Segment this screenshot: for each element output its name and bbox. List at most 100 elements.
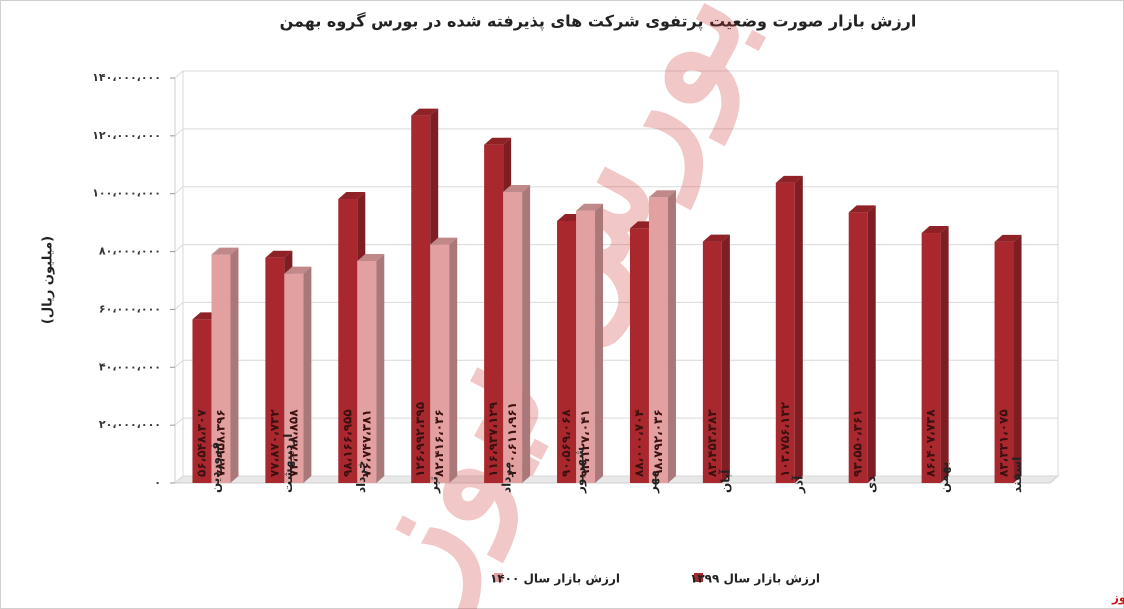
y-tick-label: ۱۰۰،۰۰۰،۰۰۰ xyxy=(92,187,161,200)
x-tick-label: دی xyxy=(864,476,878,493)
x-tick-label: فروردین xyxy=(208,442,223,493)
bar-top xyxy=(411,108,439,116)
bar-front xyxy=(503,191,523,483)
grid-line xyxy=(174,301,1058,310)
bar-front xyxy=(648,197,668,484)
bar-side xyxy=(940,226,949,483)
grid-line xyxy=(174,475,1058,484)
bar-side xyxy=(794,175,803,483)
bar-front xyxy=(284,273,304,483)
bar xyxy=(921,226,949,483)
x-tick-label: شهریور xyxy=(573,447,588,494)
x-tick-label: آبان xyxy=(717,469,732,493)
bar-front xyxy=(357,260,377,483)
bar-side xyxy=(230,247,239,483)
bar xyxy=(648,190,676,484)
y-tick-label: ۰ xyxy=(154,476,161,489)
bar-front xyxy=(192,319,212,483)
bar-top xyxy=(576,203,604,211)
grid-line xyxy=(174,70,1058,79)
legend-label: ارزش بازار سال ۱۴۰۰ xyxy=(490,572,620,586)
x-tick-label: خرداد xyxy=(354,460,368,493)
bar-side xyxy=(376,253,385,483)
bar-front xyxy=(775,182,795,483)
bar-top xyxy=(648,190,676,198)
bar-top xyxy=(484,137,512,145)
bar-top xyxy=(848,205,876,213)
value-label: ۵۶،۵۴۸،۳۰۷ xyxy=(194,409,208,477)
bar-top xyxy=(284,266,312,274)
bar xyxy=(211,247,239,483)
bar-front xyxy=(576,210,596,483)
x-tick-label: مهر xyxy=(645,470,659,494)
value-label: ۱۰۳،۷۵۶،۱۳۲ xyxy=(778,401,792,477)
bar-front xyxy=(702,241,722,483)
bar-top xyxy=(357,253,385,261)
y-tick-label: ۸۰،۰۰۰،۰۰۰ xyxy=(99,245,161,258)
y-axis-label: (میلیون ریال) xyxy=(41,236,56,324)
bar xyxy=(430,237,458,483)
bar-top xyxy=(338,192,366,200)
value-label: ۸۲،۴۱۶،۰۳۶ xyxy=(432,409,446,477)
value-label: ۸۶،۴۰۷،۷۳۸ xyxy=(924,409,938,477)
value-label: ۷۲،۳۸۸،۸۵۸ xyxy=(286,409,300,477)
bar-front xyxy=(557,220,577,483)
grid-line xyxy=(174,359,1058,368)
value-label: ۹۸،۱۶۶،۹۵۵ xyxy=(340,409,354,477)
bar-side xyxy=(595,203,604,483)
grid-line xyxy=(174,417,1058,426)
value-label: ۹۰،۵۶۹،۰۶۸ xyxy=(559,409,573,477)
bar-front xyxy=(211,254,231,483)
source: بورس نیوز xyxy=(1111,591,1124,606)
bar-front xyxy=(484,144,504,483)
bar-front xyxy=(265,257,285,483)
bar-front xyxy=(921,233,941,483)
bar-top xyxy=(775,175,803,183)
bar xyxy=(702,234,730,483)
value-label: ۱۰۰،۶۱۱،۹۶۱ xyxy=(505,402,519,477)
bar-side xyxy=(522,184,531,483)
value-label: ۱۲۶،۹۹۲،۳۹۵ xyxy=(413,402,427,477)
x-tick-label: مرداد xyxy=(500,462,514,493)
bar-front xyxy=(629,228,649,483)
bar-side xyxy=(867,205,876,483)
bar xyxy=(848,205,876,483)
value-label: ۸۳،۴۵۳،۳۸۳ xyxy=(705,409,719,477)
bar-top xyxy=(430,237,458,245)
bar-top xyxy=(265,250,293,258)
value-label: ۸۸،۰۰۰،۷۰۴ xyxy=(632,409,646,477)
y-tick-label: ۴۰،۰۰۰،۰۰۰ xyxy=(99,360,161,373)
value-label: ۹۴،۱۲۷،۰۴۱ xyxy=(578,409,592,477)
value-label: ۷۶،۷۴۷،۳۸۱ xyxy=(359,409,373,477)
bar-top xyxy=(702,234,730,242)
bar-front xyxy=(430,244,450,483)
bar-side xyxy=(721,234,730,483)
chart-title: ارزش بازار صورت وضعیت پرتفوی شرکت های پذ… xyxy=(280,12,917,32)
bar-top xyxy=(994,234,1022,242)
x-tick-label: بهمن xyxy=(937,462,951,493)
value-label: ۱۱۶،۹۳۷،۱۲۹ xyxy=(486,401,500,477)
x-tick-label: تیر xyxy=(427,476,441,494)
bar xyxy=(775,175,803,483)
y-tick-label: ۱۴۰،۰۰۰،۰۰۰ xyxy=(92,71,161,84)
grid-line xyxy=(174,244,1058,252)
bar xyxy=(357,253,385,483)
bar-side xyxy=(449,237,458,483)
bar-side xyxy=(1013,234,1022,483)
value-label: ۷۸،۹۵۸،۳۹۶ xyxy=(213,409,227,477)
y-tick-label: ۲۰،۰۰۰،۰۰۰ xyxy=(99,418,161,431)
bar-front xyxy=(994,241,1014,483)
bar xyxy=(284,266,312,483)
bar-top xyxy=(503,184,531,192)
bar-front xyxy=(848,212,868,483)
value-label: ۹۸،۷۹۲،۰۳۶ xyxy=(651,409,665,477)
y-tick-label: ۱۲۰،۰۰۰،۰۰۰ xyxy=(92,129,161,142)
x-tick-label: اردیبهشت xyxy=(281,434,295,493)
grid-line xyxy=(174,186,1058,195)
value-label: ۷۷،۸۷۰،۷۳۲ xyxy=(267,409,281,477)
legend-swatch xyxy=(694,573,703,582)
bar xyxy=(994,234,1022,483)
bar-top xyxy=(921,226,949,234)
legend-swatch xyxy=(494,573,503,582)
